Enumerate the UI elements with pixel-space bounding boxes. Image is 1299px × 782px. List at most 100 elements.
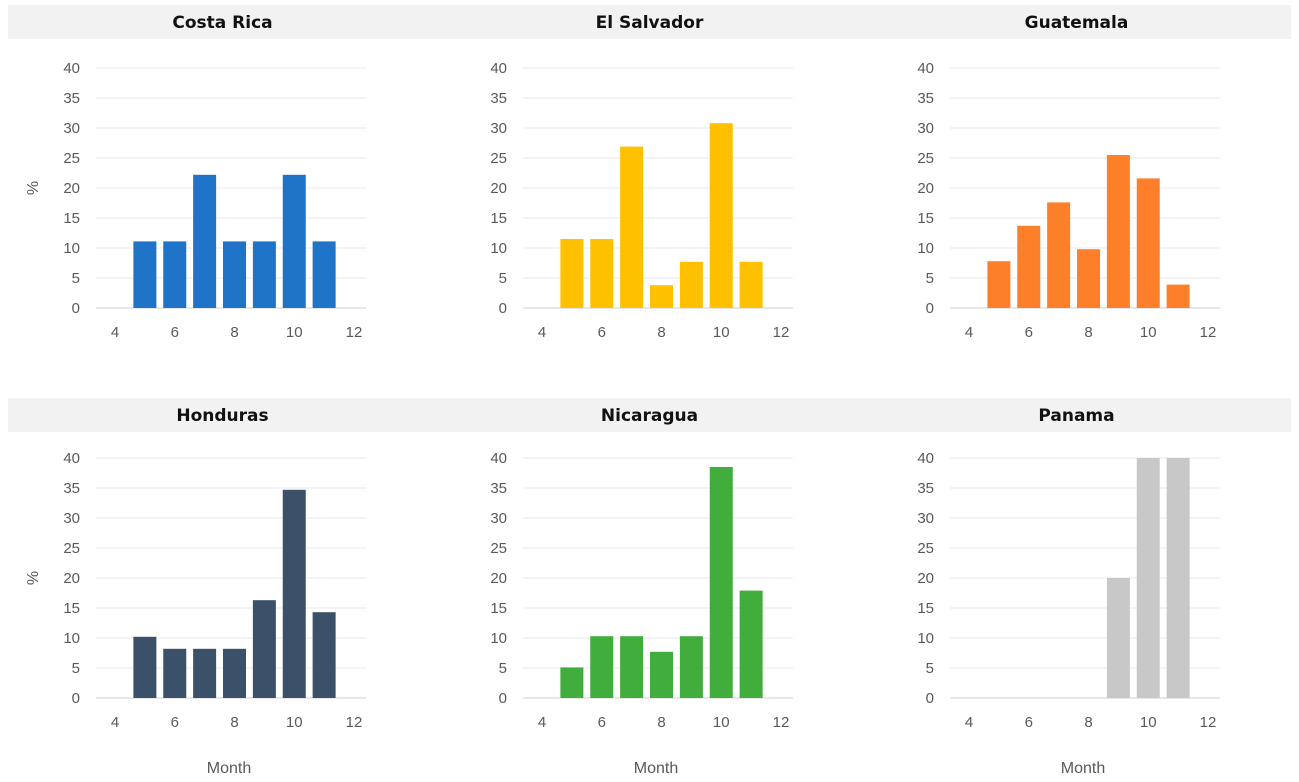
- x-tick-label: 12: [773, 324, 790, 341]
- y-tick-label: 10: [490, 240, 507, 257]
- panel-panama: Panama 0 5 10 15 20 25 30 35 40 4 6 8 10 12 Month: [862, 398, 1291, 777]
- bar-month-5: [560, 667, 584, 698]
- y-tick-label: 40: [917, 60, 934, 77]
- y-tick-label: 30: [63, 510, 80, 527]
- x-tick-label: 8: [657, 324, 665, 341]
- x-tick-label: 8: [230, 324, 238, 341]
- panel-costa-rica: Costa Rica 0 5 10 15 20 25 30 35 40 4 6 8 10 12%: [8, 5, 437, 341]
- y-tick-label: 5: [72, 660, 80, 677]
- bar-month-8: [223, 648, 246, 698]
- y-tick-label: 5: [72, 270, 80, 287]
- bar-month-11: [739, 590, 763, 698]
- x-tick-label: 4: [965, 714, 973, 731]
- x-tick-label: 8: [1084, 324, 1092, 341]
- x-tick-label: 6: [598, 324, 606, 341]
- x-tick-label: 10: [1140, 324, 1157, 341]
- x-tick-label: 8: [230, 714, 238, 731]
- x-tick-label: 12: [773, 714, 790, 731]
- x-tick-label: 8: [1084, 714, 1092, 731]
- y-tick-label: 35: [917, 480, 934, 497]
- bar-month-9: [252, 600, 276, 698]
- y-tick-label: 5: [499, 660, 507, 677]
- x-tick-label: 4: [111, 714, 119, 731]
- bar-month-9: [1106, 155, 1130, 308]
- bar-month-6: [590, 636, 614, 698]
- y-axis-title: %: [25, 571, 42, 585]
- y-tick-label: 35: [490, 90, 507, 107]
- y-tick-label: 35: [63, 90, 80, 107]
- x-tick-label: 12: [1200, 714, 1217, 731]
- y-tick-label: 25: [917, 540, 934, 557]
- panel-title: El Salvador: [596, 13, 704, 33]
- y-tick-label: 15: [63, 210, 80, 227]
- x-tick-label: 4: [965, 324, 973, 341]
- bar-month-7: [1047, 202, 1071, 308]
- bar-month-6: [1017, 225, 1041, 308]
- bar-month-11: [312, 612, 336, 698]
- x-tick-label: 10: [286, 714, 303, 731]
- y-tick-label: 30: [490, 120, 507, 137]
- bar-month-7: [620, 146, 644, 308]
- y-tick-label: 10: [917, 240, 934, 257]
- panel-title-bar: [435, 5, 864, 39]
- x-tick-label: 10: [713, 714, 730, 731]
- y-tick-label: 0: [499, 300, 507, 317]
- y-axis-title: %: [25, 181, 42, 195]
- y-tick-label: 30: [490, 510, 507, 527]
- x-tick-label: 6: [598, 714, 606, 731]
- bar-month-10: [282, 174, 306, 308]
- x-tick-label: 4: [111, 324, 119, 341]
- y-tick-label: 25: [63, 150, 80, 167]
- panel-title-bar: [435, 398, 864, 432]
- bar-month-11: [1166, 458, 1190, 698]
- panel-guatemala: Guatemala 0 5 10 15 20 25 30 35 40 4 6 8 10 12: [862, 5, 1291, 341]
- bar-month-11: [739, 261, 763, 308]
- panel-title-bar: [862, 398, 1291, 432]
- y-tick-label: 35: [917, 90, 934, 107]
- y-tick-label: 20: [63, 570, 80, 587]
- panel-title-bar: [8, 398, 437, 432]
- y-tick-label: 5: [926, 270, 934, 287]
- y-tick-label: 25: [490, 540, 507, 557]
- bar-month-10: [282, 489, 306, 698]
- x-tick-label: 6: [1025, 324, 1033, 341]
- bar-month-5: [133, 241, 157, 308]
- bar-month-7: [620, 636, 644, 698]
- y-tick-label: 20: [490, 570, 507, 587]
- x-tick-label: 10: [1140, 714, 1157, 731]
- y-tick-label: 15: [917, 600, 934, 617]
- y-tick-label: 30: [63, 120, 80, 137]
- y-tick-label: 20: [63, 180, 80, 197]
- y-tick-label: 15: [917, 210, 934, 227]
- y-tick-label: 5: [499, 270, 507, 287]
- panel-title: Honduras: [176, 406, 268, 426]
- y-tick-label: 20: [490, 180, 507, 197]
- x-tick-label: 6: [171, 324, 179, 341]
- bar-month-8: [223, 241, 246, 308]
- bar-month-10: [1136, 178, 1160, 308]
- x-tick-label: 8: [657, 714, 665, 731]
- x-tick-label: 12: [1200, 324, 1217, 341]
- y-tick-label: 35: [490, 480, 507, 497]
- x-axis-title: Month: [207, 760, 251, 777]
- y-tick-label: 25: [63, 540, 80, 557]
- y-tick-label: 10: [63, 630, 80, 647]
- y-tick-label: 20: [917, 180, 934, 197]
- y-tick-label: 40: [917, 450, 934, 467]
- bar-month-6: [590, 239, 614, 308]
- x-tick-label: 6: [1025, 714, 1033, 731]
- bar-month-5: [560, 239, 584, 308]
- y-tick-label: 0: [72, 690, 80, 707]
- y-tick-label: 15: [63, 600, 80, 617]
- y-tick-label: 0: [926, 690, 934, 707]
- x-tick-label: 10: [286, 324, 303, 341]
- x-tick-label: 12: [346, 714, 363, 731]
- bar-month-11: [1166, 284, 1190, 308]
- bar-month-11: [312, 241, 336, 308]
- y-tick-label: 10: [63, 240, 80, 257]
- bar-month-8: [650, 651, 673, 698]
- bar-month-5: [987, 261, 1011, 308]
- y-tick-label: 40: [63, 60, 80, 77]
- y-tick-label: 10: [490, 630, 507, 647]
- y-tick-label: 25: [490, 150, 507, 167]
